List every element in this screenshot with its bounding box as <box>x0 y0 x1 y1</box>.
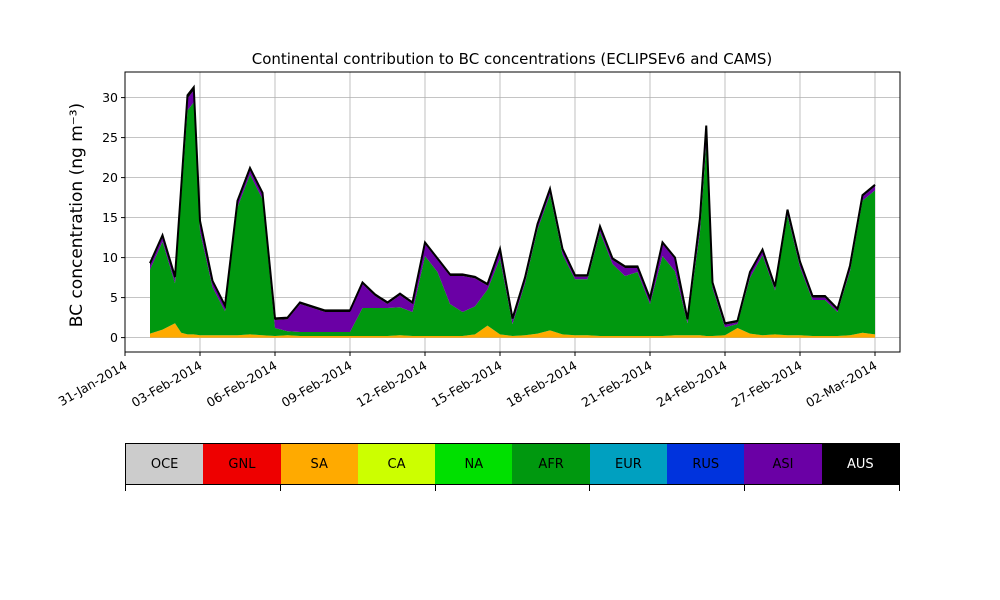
plot-frame <box>124 71 901 353</box>
area-afr <box>150 102 875 337</box>
x-ticks: 31-Jan-2014 03-Feb-2014 06-Feb-2014 09-Feb-… <box>56 352 880 410</box>
x-tick-label: 03-Feb-2014 <box>129 358 205 410</box>
legend-tick-mark <box>589 485 591 491</box>
legend-eur: EUR <box>589 444 668 484</box>
legend-rus: RUS <box>667 444 745 484</box>
y-ticks: 0 5 10 15 20 25 30 <box>102 90 125 345</box>
legend-gnl: GNL <box>203 444 281 484</box>
legend-sa: SA <box>280 444 358 484</box>
legend-asi: ASI <box>744 444 822 484</box>
axes <box>124 71 901 353</box>
color-legend: OCE GNL SA CA NA AFR EUR RUS ASI AUS <box>125 443 900 485</box>
y-tick-label: 10 <box>102 250 118 265</box>
y-tick-label: 5 <box>110 290 118 305</box>
area-sa <box>150 323 875 338</box>
y-tick-label: 25 <box>102 130 118 145</box>
x-tick-label: 27-Feb-2014 <box>729 358 805 410</box>
chart-title: Continental contribution to BC concentra… <box>252 50 773 68</box>
x-tick-label: 09-Feb-2014 <box>279 358 355 410</box>
legend-tick-mark <box>744 485 746 491</box>
x-tick-label: 24-Feb-2014 <box>654 358 730 410</box>
y-tick-label: 0 <box>110 330 118 345</box>
legend-ca: CA <box>357 444 436 484</box>
x-tick-label: 06-Feb-2014 <box>204 358 280 410</box>
x-tick-label: 12-Feb-2014 <box>354 358 430 410</box>
y-tick-label: 20 <box>102 170 118 185</box>
legend-ticks <box>125 485 900 492</box>
legend-aus: AUS <box>821 444 899 484</box>
legend-tick-mark <box>434 485 436 491</box>
y-tick-label: 15 <box>102 210 118 225</box>
x-tick-label: 15-Feb-2014 <box>429 358 505 410</box>
legend-tick-mark <box>899 485 900 491</box>
x-tick-label: 21-Feb-2014 <box>579 358 655 410</box>
stacked-areas <box>149 84 876 338</box>
x-tick-label: 02-Mar-2014 <box>803 358 879 411</box>
legend-afr: AFR <box>512 444 590 484</box>
legend-na: NA <box>435 444 513 484</box>
y-tick-label: 30 <box>102 90 118 105</box>
total-outline <box>149 84 876 325</box>
legend-oce: OCE <box>126 444 204 484</box>
x-tick-label: 18-Feb-2014 <box>504 358 580 410</box>
legend-tick-mark <box>279 485 281 491</box>
legend-tick-mark <box>125 485 126 491</box>
y-axis-label: BC concentration (ng m⁻³) <box>67 103 87 327</box>
x-tick-label: 31-Jan-2014 <box>56 358 130 409</box>
